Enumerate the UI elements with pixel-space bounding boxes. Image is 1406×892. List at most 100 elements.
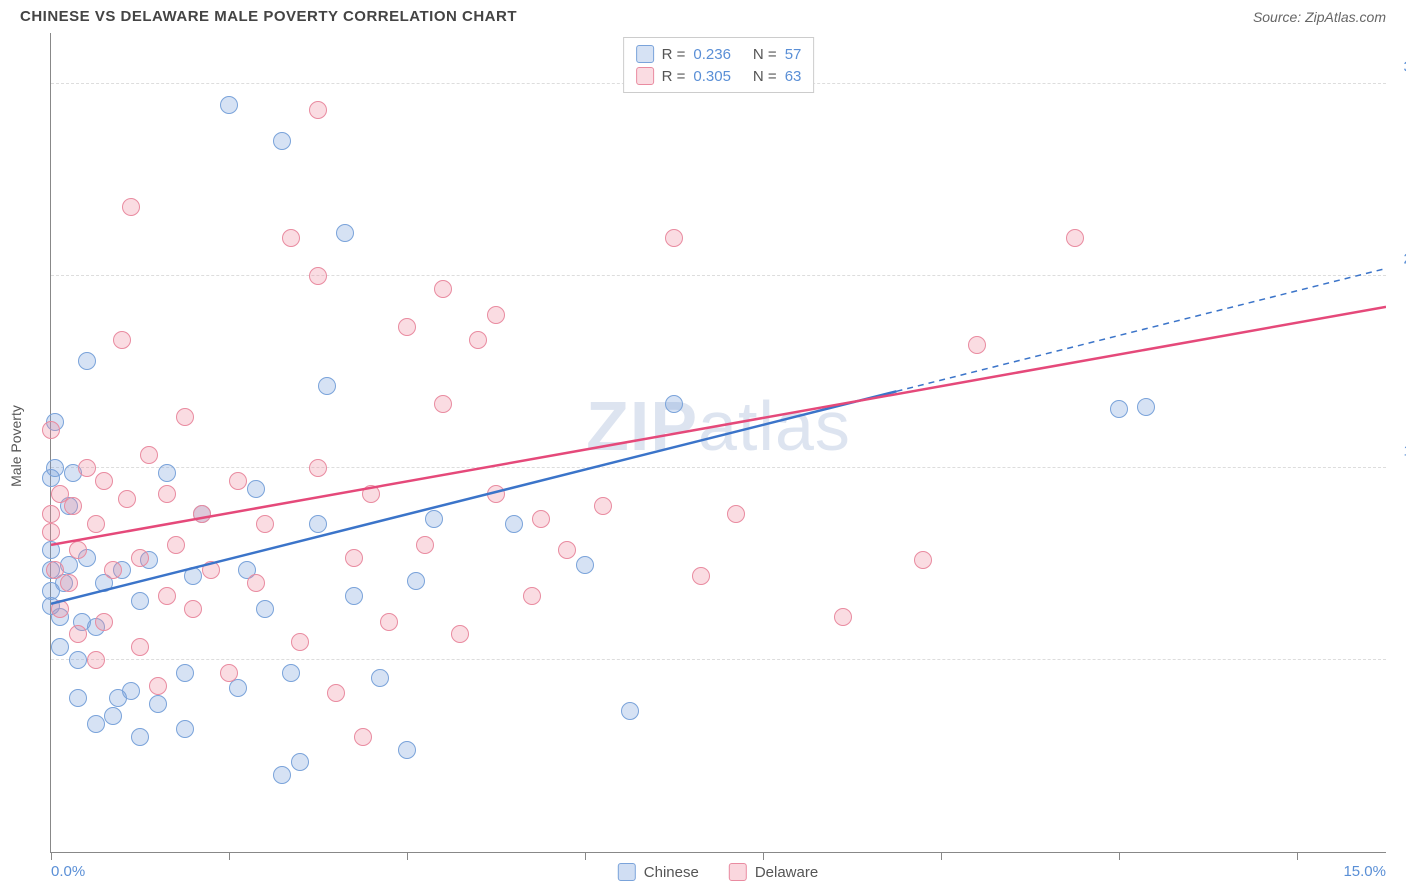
data-point [87, 715, 105, 733]
data-point [247, 574, 265, 592]
data-point [665, 395, 683, 413]
data-point [1066, 229, 1084, 247]
data-point [380, 613, 398, 631]
data-point [87, 651, 105, 669]
data-point [309, 101, 327, 119]
data-point [523, 587, 541, 605]
data-point [176, 664, 194, 682]
x-tick [407, 852, 408, 860]
legend-item: Chinese [618, 863, 699, 881]
data-point [104, 707, 122, 725]
legend-swatch [636, 45, 654, 63]
data-point [176, 408, 194, 426]
legend-swatch [636, 67, 654, 85]
data-point [78, 352, 96, 370]
x-tick [51, 852, 52, 860]
watermark: ZIPatlas [586, 386, 851, 466]
data-point [398, 741, 416, 759]
data-point [327, 684, 345, 702]
data-point [95, 613, 113, 631]
data-point [256, 515, 274, 533]
data-point [122, 198, 140, 216]
legend-label: Chinese [644, 864, 699, 881]
data-point [1110, 400, 1128, 418]
data-point [532, 510, 550, 528]
legend-r-label: R = [662, 46, 686, 63]
data-point [220, 664, 238, 682]
legend-label: Delaware [755, 864, 818, 881]
data-point [282, 229, 300, 247]
data-point [558, 541, 576, 559]
legend-r-value: 0.305 [693, 68, 731, 85]
legend-item: Delaware [729, 863, 818, 881]
series-legend: Chinese Delaware [618, 863, 818, 881]
data-point [149, 695, 167, 713]
data-point [345, 587, 363, 605]
x-tick [585, 852, 586, 860]
data-point [64, 497, 82, 515]
y-tick-label: 15.0% [1391, 443, 1406, 460]
data-point [354, 728, 372, 746]
data-point [42, 505, 60, 523]
data-point [576, 556, 594, 574]
y-tick-label: 7.5% [1391, 635, 1406, 652]
legend-r-label: R = [662, 68, 686, 85]
data-point [158, 464, 176, 482]
legend-n-label: N = [753, 46, 777, 63]
data-point [834, 608, 852, 626]
x-tick [1297, 852, 1298, 860]
data-point [193, 505, 211, 523]
data-point [273, 132, 291, 150]
data-point [621, 702, 639, 720]
data-point [149, 677, 167, 695]
data-point [158, 587, 176, 605]
data-point [140, 446, 158, 464]
data-point [69, 541, 87, 559]
data-point [425, 510, 443, 528]
data-point [451, 625, 469, 643]
data-point [51, 600, 69, 618]
data-point [256, 600, 274, 618]
data-point [309, 267, 327, 285]
data-point [727, 505, 745, 523]
gridline [51, 659, 1386, 660]
data-point [229, 679, 247, 697]
data-point [665, 229, 683, 247]
data-point [131, 638, 149, 656]
gridline [51, 275, 1386, 276]
data-point [78, 459, 96, 477]
data-point [122, 682, 140, 700]
correlation-legend: R = 0.236N = 57R = 0.305N = 63 [623, 37, 815, 93]
x-tick [229, 852, 230, 860]
data-point [104, 561, 122, 579]
data-point [46, 459, 64, 477]
data-point [60, 574, 78, 592]
x-tick-label: 15.0% [1343, 863, 1386, 880]
data-point [345, 549, 363, 567]
data-point [95, 472, 113, 490]
legend-n-label: N = [753, 68, 777, 85]
data-point [291, 753, 309, 771]
data-point [434, 395, 452, 413]
data-point [362, 485, 380, 503]
data-point [42, 421, 60, 439]
data-point [220, 96, 238, 114]
data-point [309, 515, 327, 533]
data-point [282, 664, 300, 682]
data-point [318, 377, 336, 395]
data-point [247, 480, 265, 498]
data-point [914, 551, 932, 569]
data-point [69, 651, 87, 669]
data-point [131, 728, 149, 746]
data-point [184, 600, 202, 618]
scatter-plot: ZIPatlas R = 0.236N = 57R = 0.305N = 63 … [50, 33, 1386, 853]
legend-n-value: 63 [785, 68, 802, 85]
chart-title: CHINESE VS DELAWARE MALE POVERTY CORRELA… [20, 8, 517, 25]
data-point [51, 638, 69, 656]
data-point [131, 549, 149, 567]
data-point [487, 306, 505, 324]
data-point [469, 331, 487, 349]
data-point [291, 633, 309, 651]
data-point [87, 515, 105, 533]
source-label: Source: ZipAtlas.com [1253, 9, 1386, 25]
